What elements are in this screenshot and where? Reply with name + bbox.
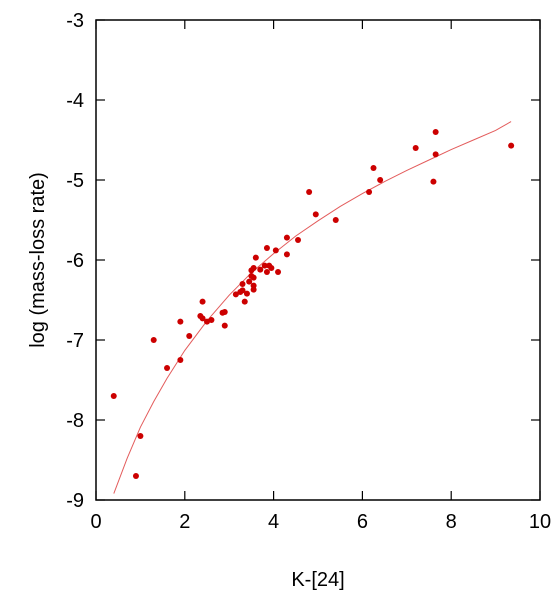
x-tick-label: 8 <box>446 511 457 533</box>
y-tick-label: -4 <box>66 90 84 112</box>
y-tick-label: -9 <box>66 490 84 512</box>
data-point <box>164 365 171 371</box>
y-tick-label: -7 <box>66 330 84 352</box>
data-point <box>241 298 248 305</box>
data-point <box>250 274 257 281</box>
y-tick-label: -5 <box>66 170 84 192</box>
x-tick-label: 6 <box>357 511 368 533</box>
data-point <box>272 247 279 254</box>
x-tick-label: 4 <box>268 511 279 533</box>
data-point <box>263 245 270 251</box>
data-point <box>263 269 270 275</box>
x-axis-ticks: 0 2 4 6 8 10 <box>90 20 551 533</box>
data-point <box>250 286 257 293</box>
data-point <box>257 266 264 273</box>
data-point <box>332 217 339 223</box>
x-tick-label: 10 <box>529 511 551 533</box>
data-point <box>252 254 259 261</box>
data-point <box>199 315 206 322</box>
data-point <box>208 317 215 323</box>
data-point <box>132 473 139 479</box>
plot-frame <box>95 19 541 501</box>
data-point <box>177 318 184 325</box>
data-point <box>250 265 257 271</box>
data-point <box>312 211 319 218</box>
data-point <box>283 251 290 258</box>
data-point <box>177 357 184 363</box>
data-point <box>412 145 419 151</box>
data-point <box>430 178 437 185</box>
data-point <box>508 142 515 149</box>
y-tick-label: -3 <box>66 10 84 32</box>
data-points <box>110 129 515 479</box>
data-point <box>283 234 290 241</box>
y-axis-ticks: -9 -8 -7 -6 -5 -4 -3 <box>66 10 540 512</box>
data-point <box>366 189 373 195</box>
data-point <box>110 393 117 399</box>
data-point <box>186 333 193 339</box>
data-point <box>377 177 384 183</box>
data-point <box>432 151 439 158</box>
x-tick-label: 0 <box>90 511 101 533</box>
x-axis-label: K-[24] <box>291 569 344 591</box>
data-point <box>268 265 275 271</box>
data-point <box>239 281 246 287</box>
data-point <box>261 262 268 269</box>
data-point <box>239 287 246 294</box>
data-point <box>295 237 302 243</box>
y-axis-label: log (mass-loss rate) <box>27 172 49 348</box>
y-tick-label: -6 <box>66 250 84 272</box>
data-point <box>232 291 239 298</box>
data-point <box>432 129 439 135</box>
data-point <box>370 165 377 171</box>
data-point <box>221 322 228 329</box>
data-point <box>199 298 206 305</box>
data-point <box>275 269 282 275</box>
data-point <box>221 309 228 315</box>
data-point <box>306 189 313 195</box>
fit-curve <box>113 121 512 494</box>
data-point <box>246 278 253 285</box>
data-point <box>150 337 157 343</box>
x-tick-label: 2 <box>179 511 190 533</box>
data-point <box>243 290 250 297</box>
data-point <box>137 433 144 439</box>
y-tick-label: -8 <box>66 410 84 432</box>
